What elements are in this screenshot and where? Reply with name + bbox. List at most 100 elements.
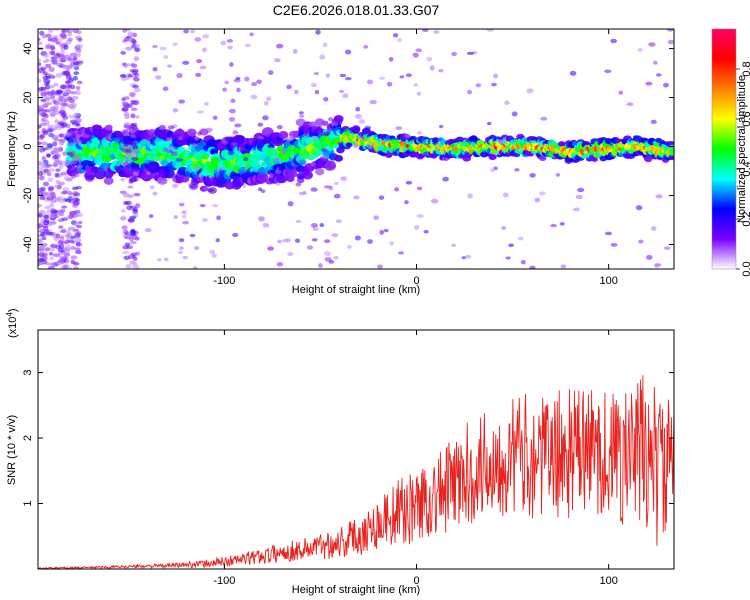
- spectrogram-cell: [650, 119, 657, 125]
- spectrogram-cell: [73, 71, 80, 76]
- spectrogram-cell: [203, 178, 210, 184]
- spectrogram-cell: [311, 135, 319, 140]
- spectrogram-cell: [135, 115, 140, 119]
- spectrogram-cell: [339, 89, 344, 94]
- spectrogram-cell: [281, 149, 287, 155]
- spectrogram-cell: [56, 209, 64, 214]
- spectrogram-cell: [61, 205, 68, 209]
- spectrogram-cell: [638, 239, 644, 244]
- spectrogram-cell: [191, 143, 198, 147]
- spectrogram-cell: [68, 170, 75, 174]
- spectrogram-cell: [155, 75, 162, 80]
- spectrogram-cell: [196, 59, 203, 64]
- spectrogram-cell: [40, 118, 46, 122]
- spectrogram-cell: [119, 73, 126, 78]
- spectrogram-cell: [130, 107, 138, 111]
- spectrogram-cell: [69, 152, 75, 158]
- spectrogram-cell: [47, 124, 54, 129]
- spectrogram-cell: [234, 123, 242, 128]
- spectrogram-cell: [73, 234, 81, 239]
- spectrogram-cell: [310, 222, 318, 229]
- spectrogram-ytick-label: -20: [22, 188, 34, 204]
- spectrogram-cell: [280, 162, 288, 166]
- spectrogram-cell: [511, 111, 518, 117]
- snr-xtick-label: 100: [599, 575, 617, 587]
- spectrogram-cell: [125, 127, 133, 132]
- spectrogram-cell: [178, 99, 186, 104]
- spectrogram-cell: [74, 237, 82, 243]
- spectrogram-cell: [345, 142, 353, 148]
- spectrogram-cell: [451, 52, 457, 57]
- spectrogram-cell: [122, 29, 128, 33]
- spectrogram-cell: [52, 154, 58, 160]
- spectrogram-cell: [130, 122, 138, 127]
- spectrogram-cell: [75, 53, 81, 58]
- spectrogram-cell: [282, 238, 289, 243]
- spectrogram-cell: [558, 141, 566, 147]
- spectrogram-cell: [398, 251, 405, 255]
- spectrogram-cell: [331, 122, 339, 127]
- spectrogram-cell: [51, 262, 59, 267]
- spectrogram-cell: [233, 78, 241, 83]
- spectrogram-cell: [320, 154, 328, 160]
- spectrogram-cell: [41, 155, 46, 161]
- spectrogram-cell: [72, 186, 79, 191]
- spectrogram-cell: [328, 117, 334, 122]
- spectrogram-cell: [212, 115, 218, 120]
- spectrogram-cell: [67, 37, 73, 42]
- spectrogram-cell: [231, 142, 239, 146]
- spectrogram-cell: [90, 166, 100, 173]
- spectrogram-cell: [46, 73, 53, 77]
- spectrogram-cell: [295, 219, 302, 224]
- spectrogram-cell: [66, 29, 73, 34]
- spectrogram-cell: [517, 236, 524, 241]
- spectrogram-cell: [43, 168, 50, 173]
- spectrogram-cell: [48, 186, 55, 191]
- spectrogram-cell: [323, 97, 329, 102]
- spectrogram-cell: [75, 133, 82, 139]
- spectrogram-cell: [347, 244, 352, 249]
- spectrogram-cell: [120, 51, 126, 55]
- spectrogram-cell: [227, 150, 235, 156]
- spectrogram-cell: [243, 157, 249, 162]
- spectrogram-cell: [226, 38, 234, 43]
- spectrogram-cell: [262, 222, 270, 228]
- spectrogram-cell: [122, 63, 129, 69]
- spectrogram-cell: [133, 176, 139, 182]
- spectrogram-cell: [514, 168, 520, 172]
- spectrogram-cell: [152, 67, 158, 72]
- spectrogram-cell: [53, 29, 59, 32]
- spectrogram-cell: [416, 213, 424, 219]
- spectrogram-cell: [120, 178, 126, 182]
- spectrogram-cell: [328, 260, 335, 264]
- spectrogram-cell: [655, 194, 663, 199]
- spectrogram-cell: [42, 181, 50, 187]
- spectrogram-cell: [58, 38, 63, 42]
- spectrogram-cell: [416, 131, 422, 135]
- spectrogram-cell: [128, 254, 136, 259]
- spectrogram-cell: [529, 265, 536, 269]
- spectrogram-cell: [60, 119, 67, 124]
- spectrogram-cell: [125, 263, 132, 269]
- spectrogram-cell: [58, 164, 64, 170]
- spectrogram-cell: [323, 251, 332, 257]
- spectrogram-cell: [166, 149, 173, 154]
- spectrogram-cell: [132, 208, 139, 214]
- colorbar-tick-label: 0.4: [741, 161, 750, 176]
- spectrogram-cell: [66, 229, 71, 235]
- spectrogram-cell: [379, 76, 386, 80]
- spectrogram-cell: [103, 177, 114, 185]
- spectrogram-cell: [302, 133, 308, 137]
- spectrogram-cell: [53, 82, 59, 87]
- spectrogram-xlabel: Height of straight line (km): [292, 284, 420, 296]
- spectrogram-cell: [591, 157, 598, 162]
- spectrogram-cell: [648, 42, 656, 47]
- spectrogram-cell: [293, 89, 299, 95]
- spectrogram-cell: [69, 119, 77, 124]
- spectrogram-xtick-label: 0: [413, 275, 419, 287]
- spectrogram-cell: [315, 29, 321, 35]
- spectrogram-cell: [240, 172, 248, 178]
- spectrogram-cell: [205, 127, 213, 133]
- spectrogram-cell: [182, 60, 190, 65]
- spectrogram-cell: [39, 245, 46, 251]
